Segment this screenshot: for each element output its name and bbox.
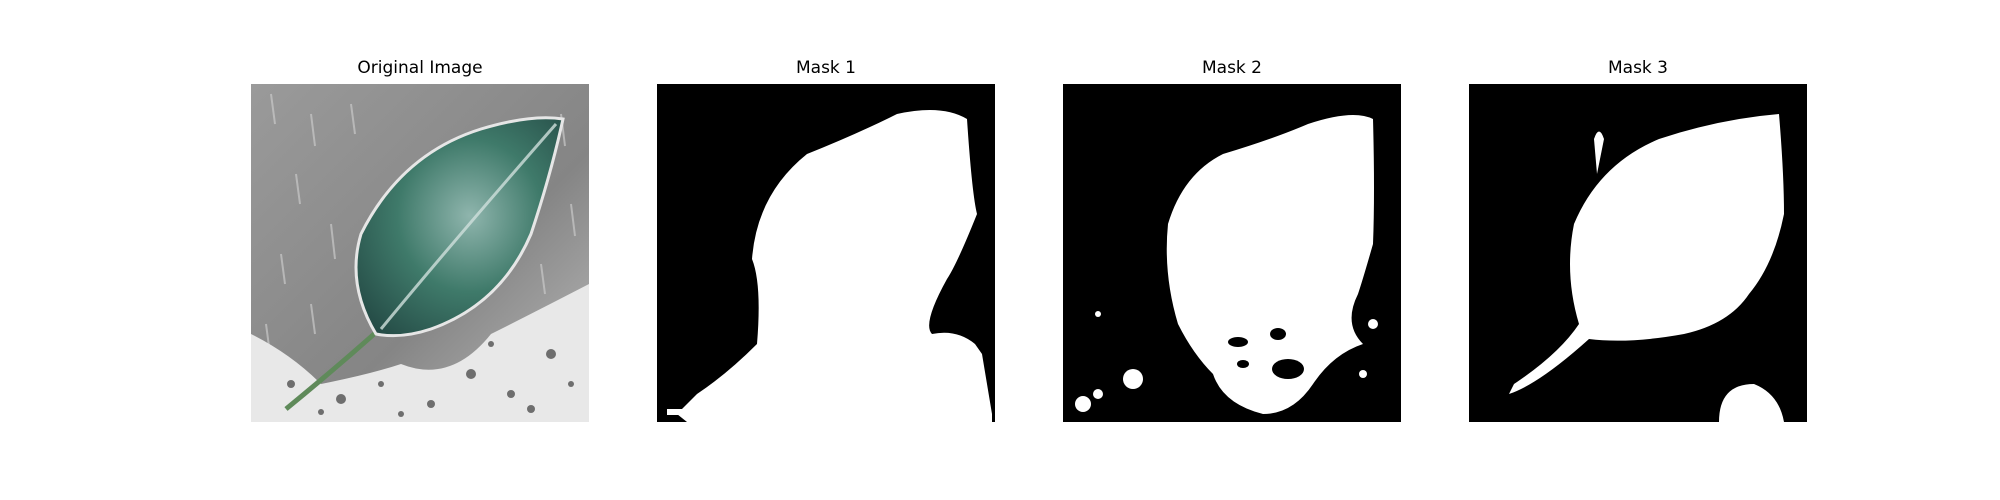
mask-foreground bbox=[1509, 114, 1784, 394]
speckle bbox=[287, 341, 574, 417]
mask-2-title: Mask 2 bbox=[1201, 58, 1262, 78]
leaf-midrib bbox=[379, 123, 558, 330]
original-image-title: Original Image bbox=[357, 58, 483, 78]
bright-patch bbox=[251, 284, 589, 422]
mask-blob bbox=[1719, 384, 1784, 422]
original-image bbox=[251, 84, 589, 422]
mask-foreground bbox=[677, 110, 992, 422]
mask-foreground bbox=[1166, 115, 1374, 414]
mask-1 bbox=[657, 84, 995, 422]
mask-1-image bbox=[657, 84, 995, 422]
mask-3 bbox=[1469, 84, 1807, 422]
mask-2-image bbox=[1063, 84, 1401, 422]
mask-1-title: Mask 1 bbox=[795, 58, 856, 78]
leaf-photo bbox=[251, 84, 589, 422]
mask-2 bbox=[1063, 84, 1401, 422]
mask-3-image bbox=[1469, 84, 1807, 422]
mask-noise bbox=[1075, 311, 1378, 412]
leaf bbox=[354, 116, 565, 338]
mask-3-title: Mask 3 bbox=[1607, 58, 1668, 78]
